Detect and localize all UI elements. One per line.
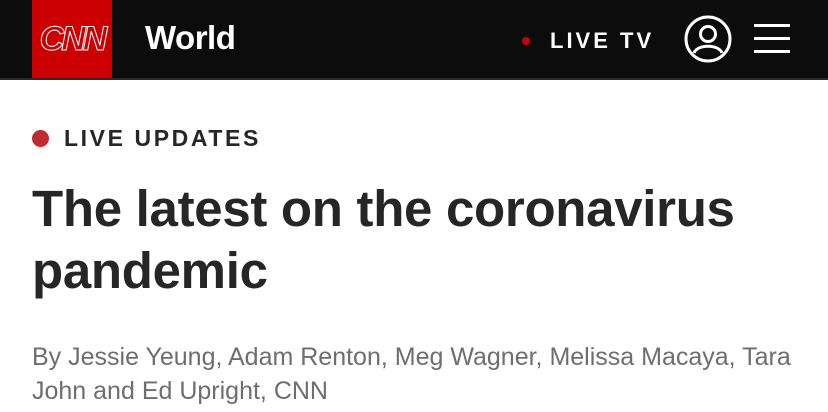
live-updates-label: LIVE UPDATES: [32, 124, 261, 152]
article-byline: By Jessie Yeung, Adam Renton, Meg Wagner…: [32, 343, 791, 405]
section-title[interactable]: World: [145, 19, 236, 56]
logo-text: CNN: [39, 19, 108, 58]
user-circle-icon[interactable]: [684, 15, 732, 63]
live-updates-text: LIVE UPDATES: [64, 124, 261, 151]
hamburger-menu-icon[interactable]: [754, 20, 790, 58]
live-updates-dot: [32, 129, 49, 147]
live-tv-button[interactable]: LIVE TV: [522, 26, 654, 56]
live-tv-label: LIVE TV: [550, 28, 655, 53]
top-navigation-bar: CNN World LIVE TV: [0, 0, 828, 80]
live-indicator-dot: [522, 37, 530, 45]
article-headline: The latest on the coronavirus pandemic: [32, 180, 735, 299]
cnn-logo[interactable]: CNN: [32, 0, 112, 78]
